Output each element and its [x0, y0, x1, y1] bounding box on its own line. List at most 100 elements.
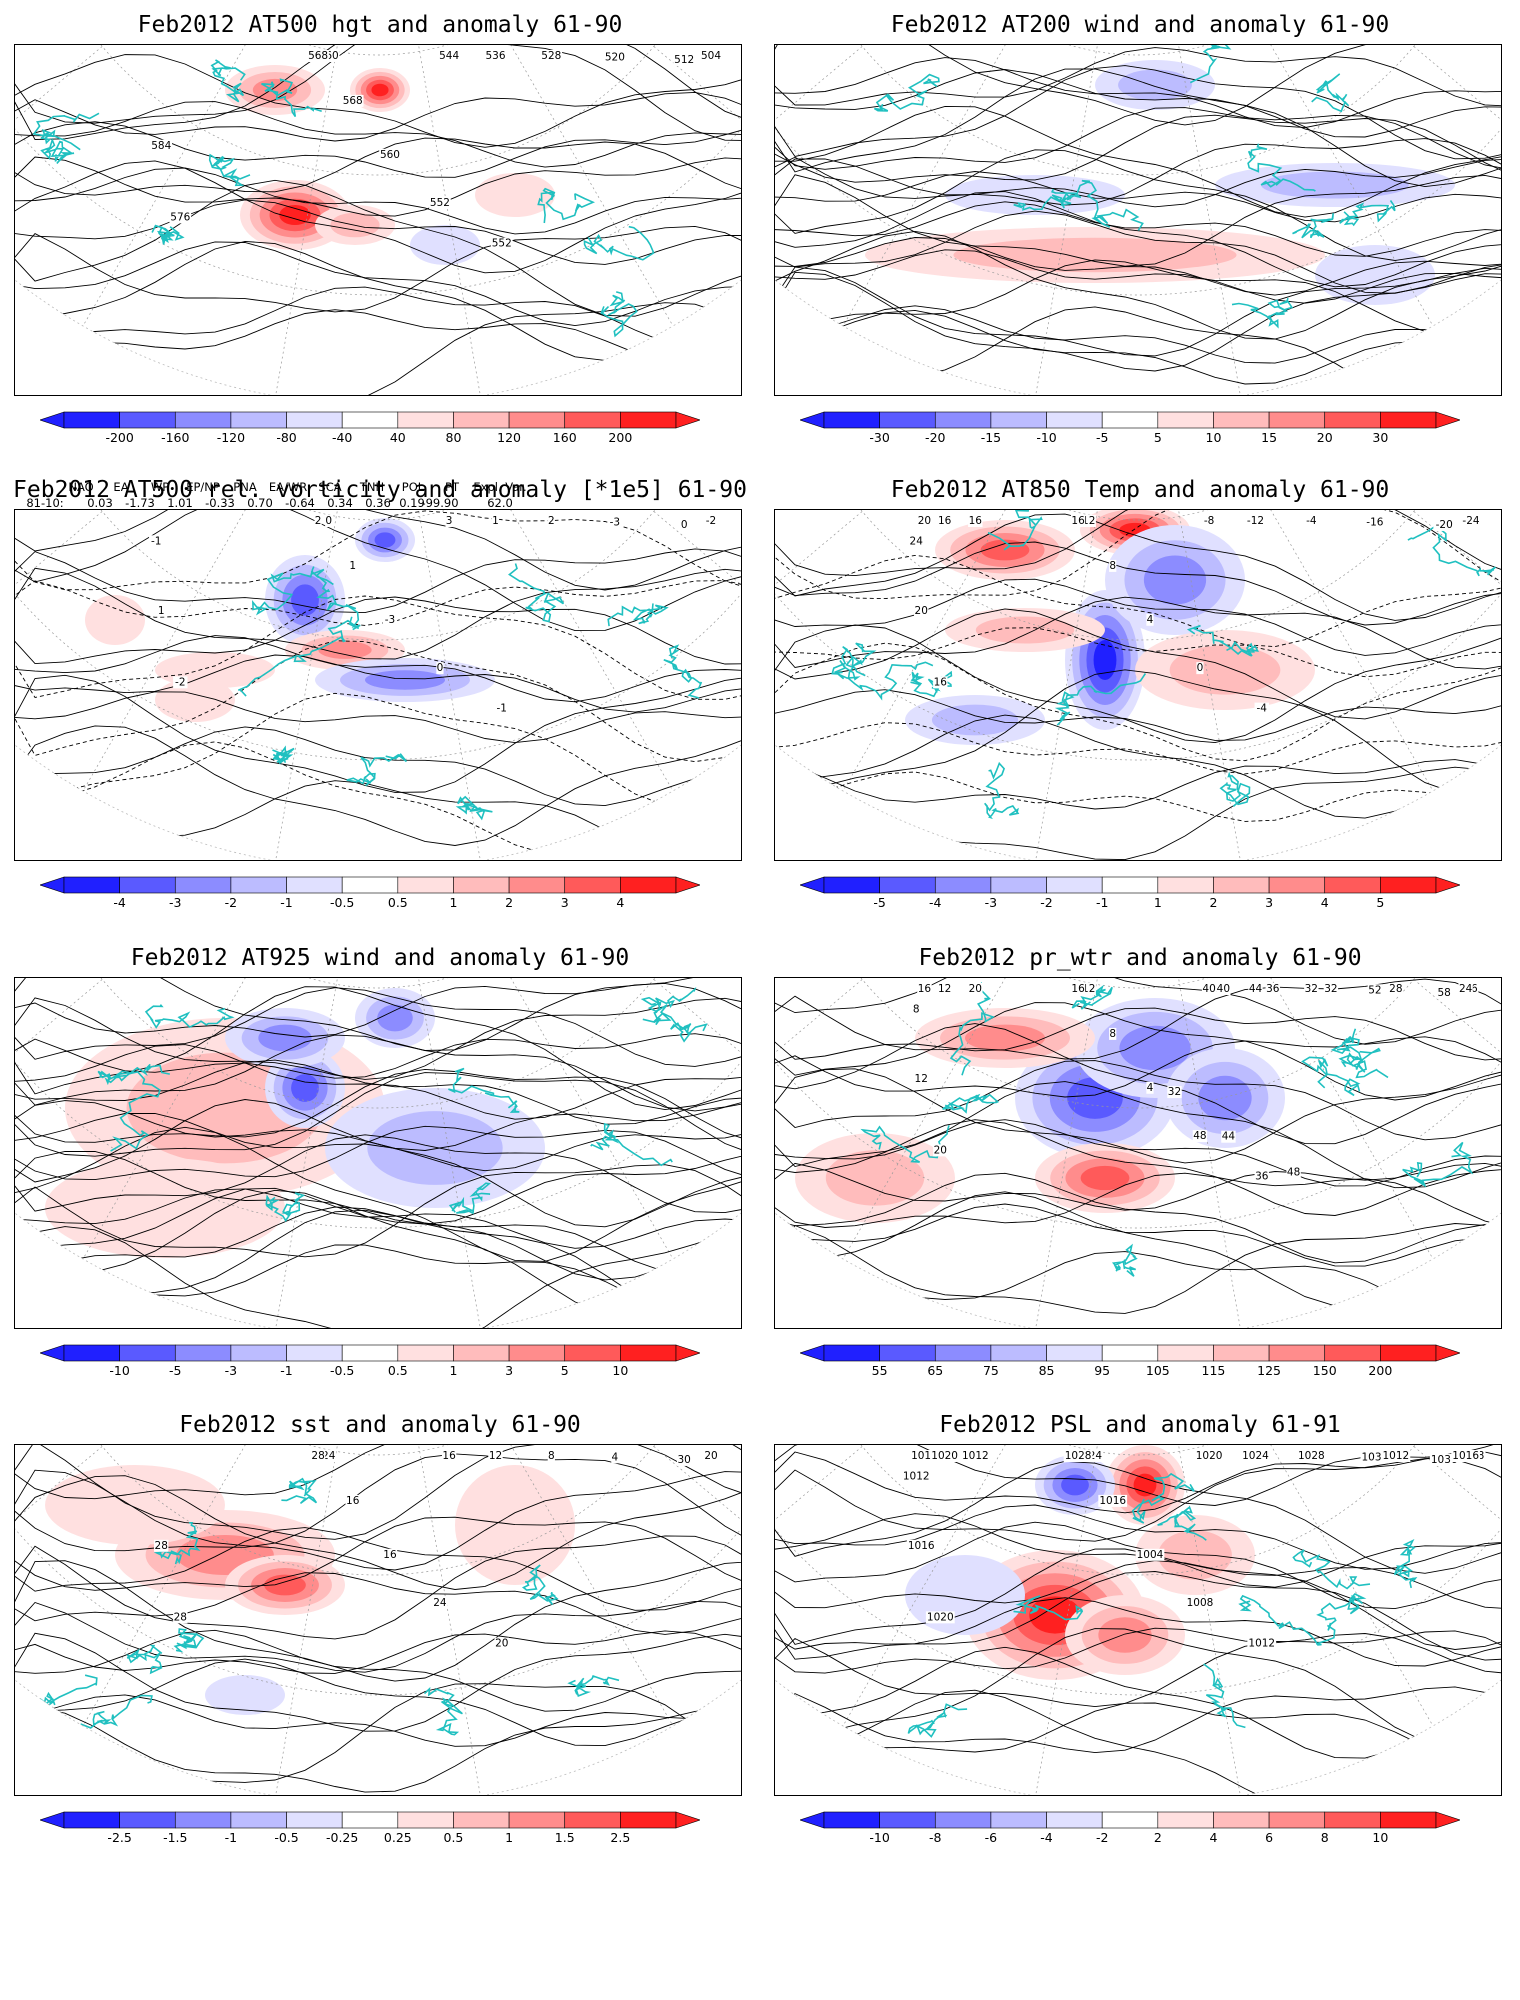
map-frame: 2820304812162024161624282828 — [14, 1444, 742, 1796]
colorbar-segment — [453, 1811, 510, 1829]
contour-line — [15, 1469, 741, 1571]
streamline — [775, 237, 1501, 296]
contour-label: 44 — [1222, 1131, 1236, 1143]
contour-label: -1 — [151, 535, 161, 547]
colorbar-tick-label: 2 — [1209, 895, 1218, 910]
anomaly-shading — [931, 704, 1019, 736]
colorbar-segment — [119, 1811, 176, 1829]
anomaly-shading — [371, 83, 389, 97]
meridian-line — [842, 45, 1139, 327]
colorbar-segment — [230, 411, 287, 429]
contour-label-bg — [169, 211, 192, 224]
meridian-line — [842, 1445, 1139, 1727]
contour-line — [15, 1475, 741, 1590]
coastline — [252, 566, 315, 616]
contour-label: 1012 — [903, 1470, 930, 1482]
coastline — [907, 1703, 968, 1738]
colorbar-tick-label: -30 — [869, 430, 890, 445]
contour-label: -3 — [385, 614, 395, 626]
coastline — [984, 761, 1020, 820]
colorbar-segment — [990, 1811, 1047, 1829]
coastline — [1157, 1505, 1207, 1541]
contour-label-bg — [917, 983, 932, 995]
colorbar-segment — [934, 876, 992, 894]
contour-line — [15, 225, 741, 313]
coastline — [949, 981, 995, 1076]
streamline — [15, 1206, 741, 1276]
colorbar-segment — [286, 411, 343, 429]
coastline — [640, 986, 697, 1022]
streamline — [15, 1072, 741, 1157]
contour-label-bg — [379, 148, 401, 161]
colorbar-tick-label: 0.25 — [383, 1830, 412, 1845]
teleconnection-header: TNH — [359, 480, 385, 494]
contour-line — [15, 725, 741, 846]
contour-label: 16 — [918, 983, 932, 995]
meridian-line — [1137, 1445, 1434, 1727]
colorbar-segment — [1101, 1811, 1159, 1829]
contour-label-bg — [607, 516, 623, 529]
anomaly-shading — [1093, 640, 1117, 680]
contour-label-bg — [960, 1450, 990, 1462]
colorbar-tick-label: -5 — [1095, 430, 1109, 445]
colorbar-tick-label: 200 — [1368, 1363, 1393, 1378]
contour-line — [15, 726, 741, 807]
contour-label-bg — [901, 1470, 931, 1483]
meridian-line — [1137, 510, 1434, 792]
contour-line — [775, 541, 1501, 626]
colorbar-arrow-right — [675, 1344, 700, 1362]
contour-label-bg — [1436, 986, 1452, 999]
colorbar-segment — [508, 411, 566, 429]
teleconnection-value: 0.03 — [87, 496, 113, 510]
contour-label: 30 — [678, 1454, 691, 1466]
colorbar: -30 -20 -15 -10 -5 5 10 15 20 30 — [800, 410, 1460, 445]
colorbar-segment — [397, 876, 454, 894]
streamline — [15, 1033, 741, 1079]
contour-label: 1 — [492, 515, 499, 527]
contour-line — [775, 978, 1501, 1060]
colorbar-segment — [1380, 1344, 1437, 1362]
contour-label: 528 — [541, 50, 561, 62]
colorbar-tick-label: 0.5 — [443, 1830, 464, 1845]
coastline — [272, 745, 295, 765]
contour-label: 504 — [701, 50, 721, 62]
coastline — [310, 568, 361, 631]
contour-line — [15, 580, 741, 626]
colorbar-segment — [620, 1344, 677, 1362]
contour-line — [15, 510, 741, 632]
contour-label: -4 — [1257, 703, 1268, 715]
contour-line — [15, 1572, 741, 1635]
coastline — [110, 1070, 161, 1152]
teleconnection-value: 1.01 — [167, 496, 193, 510]
colorbar-tick-label: 20 — [1316, 430, 1333, 445]
contour-line — [775, 510, 1501, 600]
contour-label: 28 — [155, 1540, 168, 1552]
contour-label-bg — [1146, 613, 1154, 626]
contour-label: -2 — [175, 676, 185, 688]
coastline — [1311, 73, 1350, 113]
colorbar-segment — [286, 1344, 343, 1362]
colorbar-svg — [40, 1811, 700, 1829]
teleconnection-header: EA — [113, 480, 129, 494]
colorbar-tick-label: -3 — [169, 895, 182, 910]
latitude-circle — [137, 1445, 619, 1456]
coastline — [1292, 213, 1334, 239]
contour-label-bg — [1265, 983, 1280, 995]
colorbar-tick-label: -10 — [1036, 430, 1057, 445]
contour-line — [15, 309, 741, 363]
anomaly-shading — [1198, 1075, 1252, 1121]
contour-label: 12 — [1082, 983, 1095, 995]
colorbar-tick-label: 2 — [505, 895, 514, 910]
meridian-line — [1137, 45, 1434, 327]
panel-prwtr: Feb2012 pr_wtr and anomaly 61-90 28 24 58 5… — [760, 933, 1520, 1433]
anomaly-shading — [1315, 245, 1435, 305]
colorbar-svg — [40, 411, 700, 429]
contour-line — [775, 669, 1501, 795]
coastline — [567, 1674, 620, 1697]
anomaly-shading — [45, 1465, 225, 1545]
contour-line — [15, 101, 741, 168]
colorbar-tick-label: 5 — [560, 1363, 569, 1378]
coastline — [208, 153, 251, 187]
contour-line — [775, 627, 1501, 678]
contour-label: 16 — [1071, 983, 1085, 995]
